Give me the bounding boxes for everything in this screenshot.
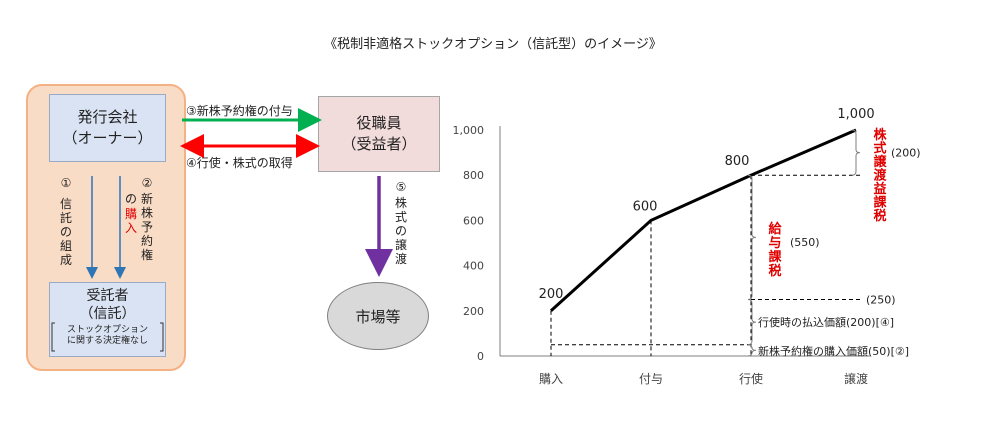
data-label: 800 — [725, 154, 750, 169]
x-tick-label: 付与 — [639, 372, 663, 386]
salary-tax-amount: (550) — [790, 236, 820, 249]
brace-salary — [747, 174, 757, 300]
capital-gains-tax-label: 株 — [873, 127, 887, 143]
step5-number: ⑤ — [395, 180, 407, 194]
officer-role: （受益者） — [341, 135, 417, 153]
purchase-price-label: 新株予約権の購入価額(50)[②] — [758, 344, 909, 358]
diagram-title: 《税制非適格ストックオプション（信託型）のイメージ》 — [324, 37, 662, 52]
capital-gains-tax-label: 渡 — [873, 168, 887, 184]
issuer-role: （オーナー） — [62, 129, 153, 147]
step1-number: ① — [60, 176, 72, 190]
series-line — [549, 128, 857, 312]
brace-exercise-price — [747, 299, 757, 346]
y-tick-label: 0 — [477, 350, 484, 363]
x-tick-label: 行使 — [739, 371, 763, 386]
step3-label: ③新株予約権の付与 — [186, 104, 293, 118]
step2-particle: の — [124, 192, 137, 206]
capital-gains-tax-label: 譲 — [873, 154, 887, 170]
trustee-name: 受託者 — [86, 288, 129, 304]
y-tick-label: 600 — [463, 214, 484, 227]
trustee-role: （信託） — [79, 306, 136, 322]
issuer-box: 発行会社 （オーナー） — [49, 94, 166, 162]
y-tick-label: 1,000 — [453, 124, 485, 137]
data-label: 200 — [539, 287, 564, 302]
salary-tax-label: 給 — [768, 221, 782, 237]
step2-purchase: 購入 — [124, 207, 137, 235]
step4-label: ④行使・株式の取得 — [186, 156, 293, 170]
trustee-note: ストックオプション に関する決定権なし — [50, 325, 165, 347]
capital-gains-tax-label: 益 — [873, 181, 886, 197]
step1-label: 信託の組成 — [59, 197, 72, 267]
x-tick-label: 譲渡 — [844, 371, 868, 386]
salary-tax-label: 与 — [768, 236, 781, 251]
y-tick-label: 800 — [463, 169, 484, 182]
trustee-box: 受託者 （信託） ストックオプション に関する決定権なし — [49, 282, 166, 357]
officer-name: 役職員 — [356, 114, 402, 132]
step2-number: ② — [141, 176, 153, 190]
y-tick-label: 200 — [463, 305, 484, 318]
trustee-note-bracket-right — [160, 322, 164, 352]
data-label: 1,000 — [837, 107, 874, 122]
issuer-name: 発行会社 — [77, 108, 138, 126]
step5-label: 株式の譲渡 — [394, 196, 407, 266]
capital-gains-tax-label: 課 — [873, 195, 887, 211]
exercise-price-label: 行使時の払込価額(200)[④] — [758, 315, 894, 329]
salary-tax-label: 課 — [768, 249, 782, 265]
step2-label: 新株予約権 — [140, 192, 153, 262]
brace-capital-gains — [851, 129, 861, 176]
y-tick-label: 400 — [463, 260, 484, 273]
capital-gains-tax-label: 式 — [873, 141, 886, 157]
market-ellipse: 市場等 — [327, 282, 429, 350]
exercise-level-amount: (250) — [866, 294, 896, 307]
salary-tax-label: 税 — [768, 263, 781, 279]
brace-purchase-price — [747, 344, 757, 357]
capital-gains-amount: (200) — [891, 147, 921, 160]
data-label: 600 — [633, 199, 658, 214]
trustee-note-bracket-left — [51, 322, 55, 352]
capital-gains-tax-label: 税 — [873, 208, 886, 224]
trustee-note-line1: ストックオプション — [66, 325, 148, 335]
trustee-note-line2: に関する決定権なし — [66, 336, 148, 346]
x-tick-label: 購入 — [539, 372, 563, 386]
officer-box: 役職員 （受益者） — [318, 96, 440, 172]
